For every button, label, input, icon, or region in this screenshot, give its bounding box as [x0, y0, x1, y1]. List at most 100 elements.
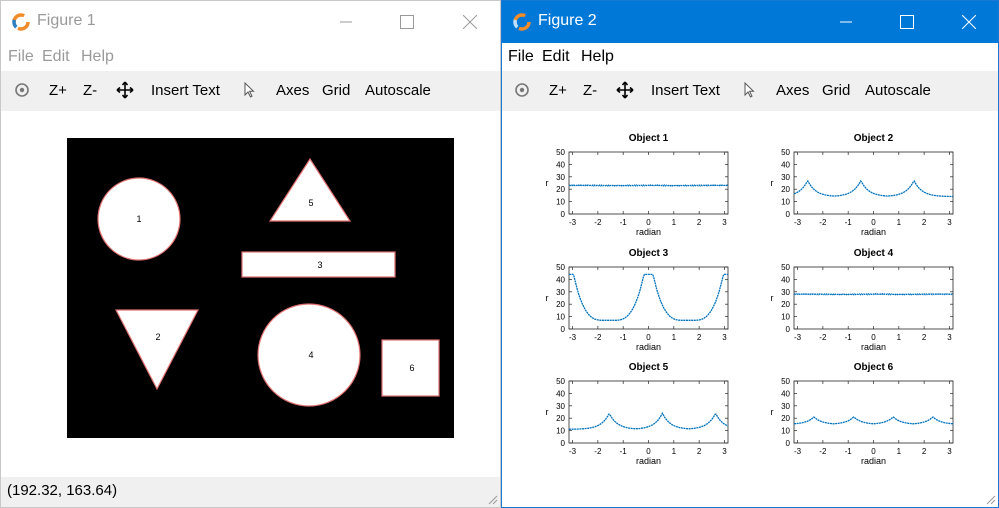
x-tick-label: 2 — [922, 333, 927, 342]
resize-grip-icon[interactable] — [984, 493, 996, 505]
axes-box — [568, 380, 729, 444]
rotate-icon[interactable] — [513, 81, 531, 99]
axes-box — [568, 151, 729, 215]
subplot-title: Object 5 — [629, 362, 669, 373]
axes-box — [793, 266, 954, 330]
toolbar: Z+ Z- Insert Text Axes Grid Autoscale — [1, 71, 500, 111]
x-tick-label: 3 — [722, 447, 727, 456]
x-tick-label: 0 — [646, 447, 651, 456]
axes-button[interactable]: Axes — [276, 82, 310, 99]
x-tick-label: 0 — [646, 333, 651, 342]
x-tick-label: 2 — [922, 447, 927, 456]
x-tick-label: -3 — [569, 218, 577, 227]
x-axis-label: radian — [861, 227, 886, 237]
menu-help[interactable]: Help — [81, 48, 114, 65]
x-tick-label: 3 — [947, 218, 952, 227]
menu-file[interactable]: File — [508, 48, 534, 65]
image-axes: 1 5 3 2 4 6 — [67, 138, 454, 438]
y-tick-label: 0 — [561, 439, 566, 448]
autoscale-button[interactable]: Autoscale — [365, 82, 431, 99]
maximize-button[interactable] — [384, 1, 430, 43]
y-tick-label: 0 — [561, 210, 566, 219]
minimize-icon — [340, 21, 352, 23]
select-arrow-icon[interactable] — [741, 81, 759, 99]
subplot-title: Object 1 — [629, 133, 669, 144]
y-tick-label: 20 — [556, 414, 565, 423]
title-bar[interactable]: Figure 2 — [502, 1, 998, 43]
subplot-title: Object 3 — [629, 248, 669, 259]
y-tick-label: 30 — [781, 173, 790, 182]
y-tick-label: 30 — [781, 288, 790, 297]
y-axis-label: r — [546, 293, 549, 303]
close-button[interactable] — [946, 1, 992, 43]
cursor-coordinates: (192.32, 163.64) — [7, 482, 118, 499]
y-tick-label: 10 — [781, 198, 790, 207]
x-tick-label: -1 — [845, 218, 853, 227]
object-3-rectangle — [241, 251, 396, 278]
menu-bar: File Edit Help — [1, 43, 500, 71]
autoscale-button[interactable]: Autoscale — [865, 82, 931, 99]
y-tick-label: 40 — [781, 275, 790, 284]
x-tick-label: -3 — [794, 333, 802, 342]
x-tick-label: 2 — [697, 218, 702, 227]
x-tick-label: 1 — [897, 447, 902, 456]
menu-edit[interactable]: Edit — [542, 48, 570, 65]
y-tick-label: 20 — [556, 300, 565, 309]
x-axis-label: radian — [636, 342, 661, 352]
maximize-icon — [900, 15, 914, 29]
zoom-in-button[interactable]: Z+ — [49, 82, 67, 99]
x-tick-label: -2 — [594, 218, 602, 227]
insert-text-button[interactable]: Insert Text — [151, 82, 220, 99]
x-tick-label: -1 — [620, 447, 628, 456]
y-tick-label: 20 — [781, 414, 790, 423]
x-tick-label: -3 — [569, 333, 577, 342]
subplot-title: Object 6 — [854, 362, 894, 373]
x-tick-label: 1 — [897, 218, 902, 227]
status-bar: (192.32, 163.64) — [1, 477, 500, 507]
x-tick-label: 1 — [672, 218, 677, 227]
resize-grip-icon[interactable] — [486, 493, 498, 505]
select-arrow-icon[interactable] — [241, 81, 259, 99]
close-button[interactable] — [447, 1, 493, 43]
minimize-button[interactable] — [823, 1, 869, 43]
x-tick-label: 3 — [947, 333, 952, 342]
subplot-5: Object 5 0 10 20 30 40 50 -3 -2 -1 0 1 2 3 radian r — [546, 362, 729, 466]
y-tick-label: 0 — [786, 439, 791, 448]
x-tick-label: -2 — [819, 447, 827, 456]
object-5-label: 5 — [308, 198, 313, 208]
insert-text-button[interactable]: Insert Text — [651, 82, 720, 99]
toolbar: Z+ Z- Insert Text Axes Grid Autoscale — [502, 71, 998, 111]
menu-bar: File Edit Help — [502, 43, 998, 71]
x-tick-label: 0 — [871, 333, 876, 342]
object-5-triangle — [268, 157, 352, 222]
zoom-out-button[interactable]: Z- — [583, 82, 598, 99]
window-title: Figure 1 — [37, 12, 96, 29]
object-6-square — [381, 339, 440, 397]
subplot-4: Object 4 0 10 20 30 40 50 -3 -2 -1 0 1 2 3 radian r — [771, 248, 954, 352]
subplot-title: Object 2 — [854, 133, 894, 144]
rotate-icon[interactable] — [13, 81, 31, 99]
pan-icon[interactable] — [616, 81, 634, 99]
axes-box — [793, 380, 954, 444]
y-tick-label: 50 — [556, 263, 565, 272]
menu-file[interactable]: File — [8, 48, 34, 65]
figure-canvas[interactable]: Object 1 0 10 20 30 40 50 -3 -2 -1 0 1 2 3 radian r Obje… — [502, 111, 998, 507]
pan-icon[interactable] — [116, 81, 134, 99]
x-axis-label: radian — [861, 456, 886, 466]
y-tick-label: 10 — [781, 427, 790, 436]
axes-button[interactable]: Axes — [776, 82, 810, 99]
figure-canvas[interactable]: 1 5 3 2 4 6 — [1, 111, 500, 477]
menu-help[interactable]: Help — [581, 48, 614, 65]
x-tick-label: -1 — [845, 447, 853, 456]
grid-button[interactable]: Grid — [822, 82, 851, 99]
zoom-out-button[interactable]: Z- — [83, 82, 98, 99]
zoom-in-button[interactable]: Z+ — [549, 82, 567, 99]
y-tick-label: 30 — [556, 402, 565, 411]
x-tick-label: 0 — [871, 218, 876, 227]
minimize-button[interactable] — [323, 1, 369, 43]
title-bar[interactable]: Figure 1 — [1, 1, 500, 43]
menu-edit[interactable]: Edit — [42, 48, 70, 65]
maximize-button[interactable] — [884, 1, 930, 43]
grid-button[interactable]: Grid — [322, 82, 351, 99]
